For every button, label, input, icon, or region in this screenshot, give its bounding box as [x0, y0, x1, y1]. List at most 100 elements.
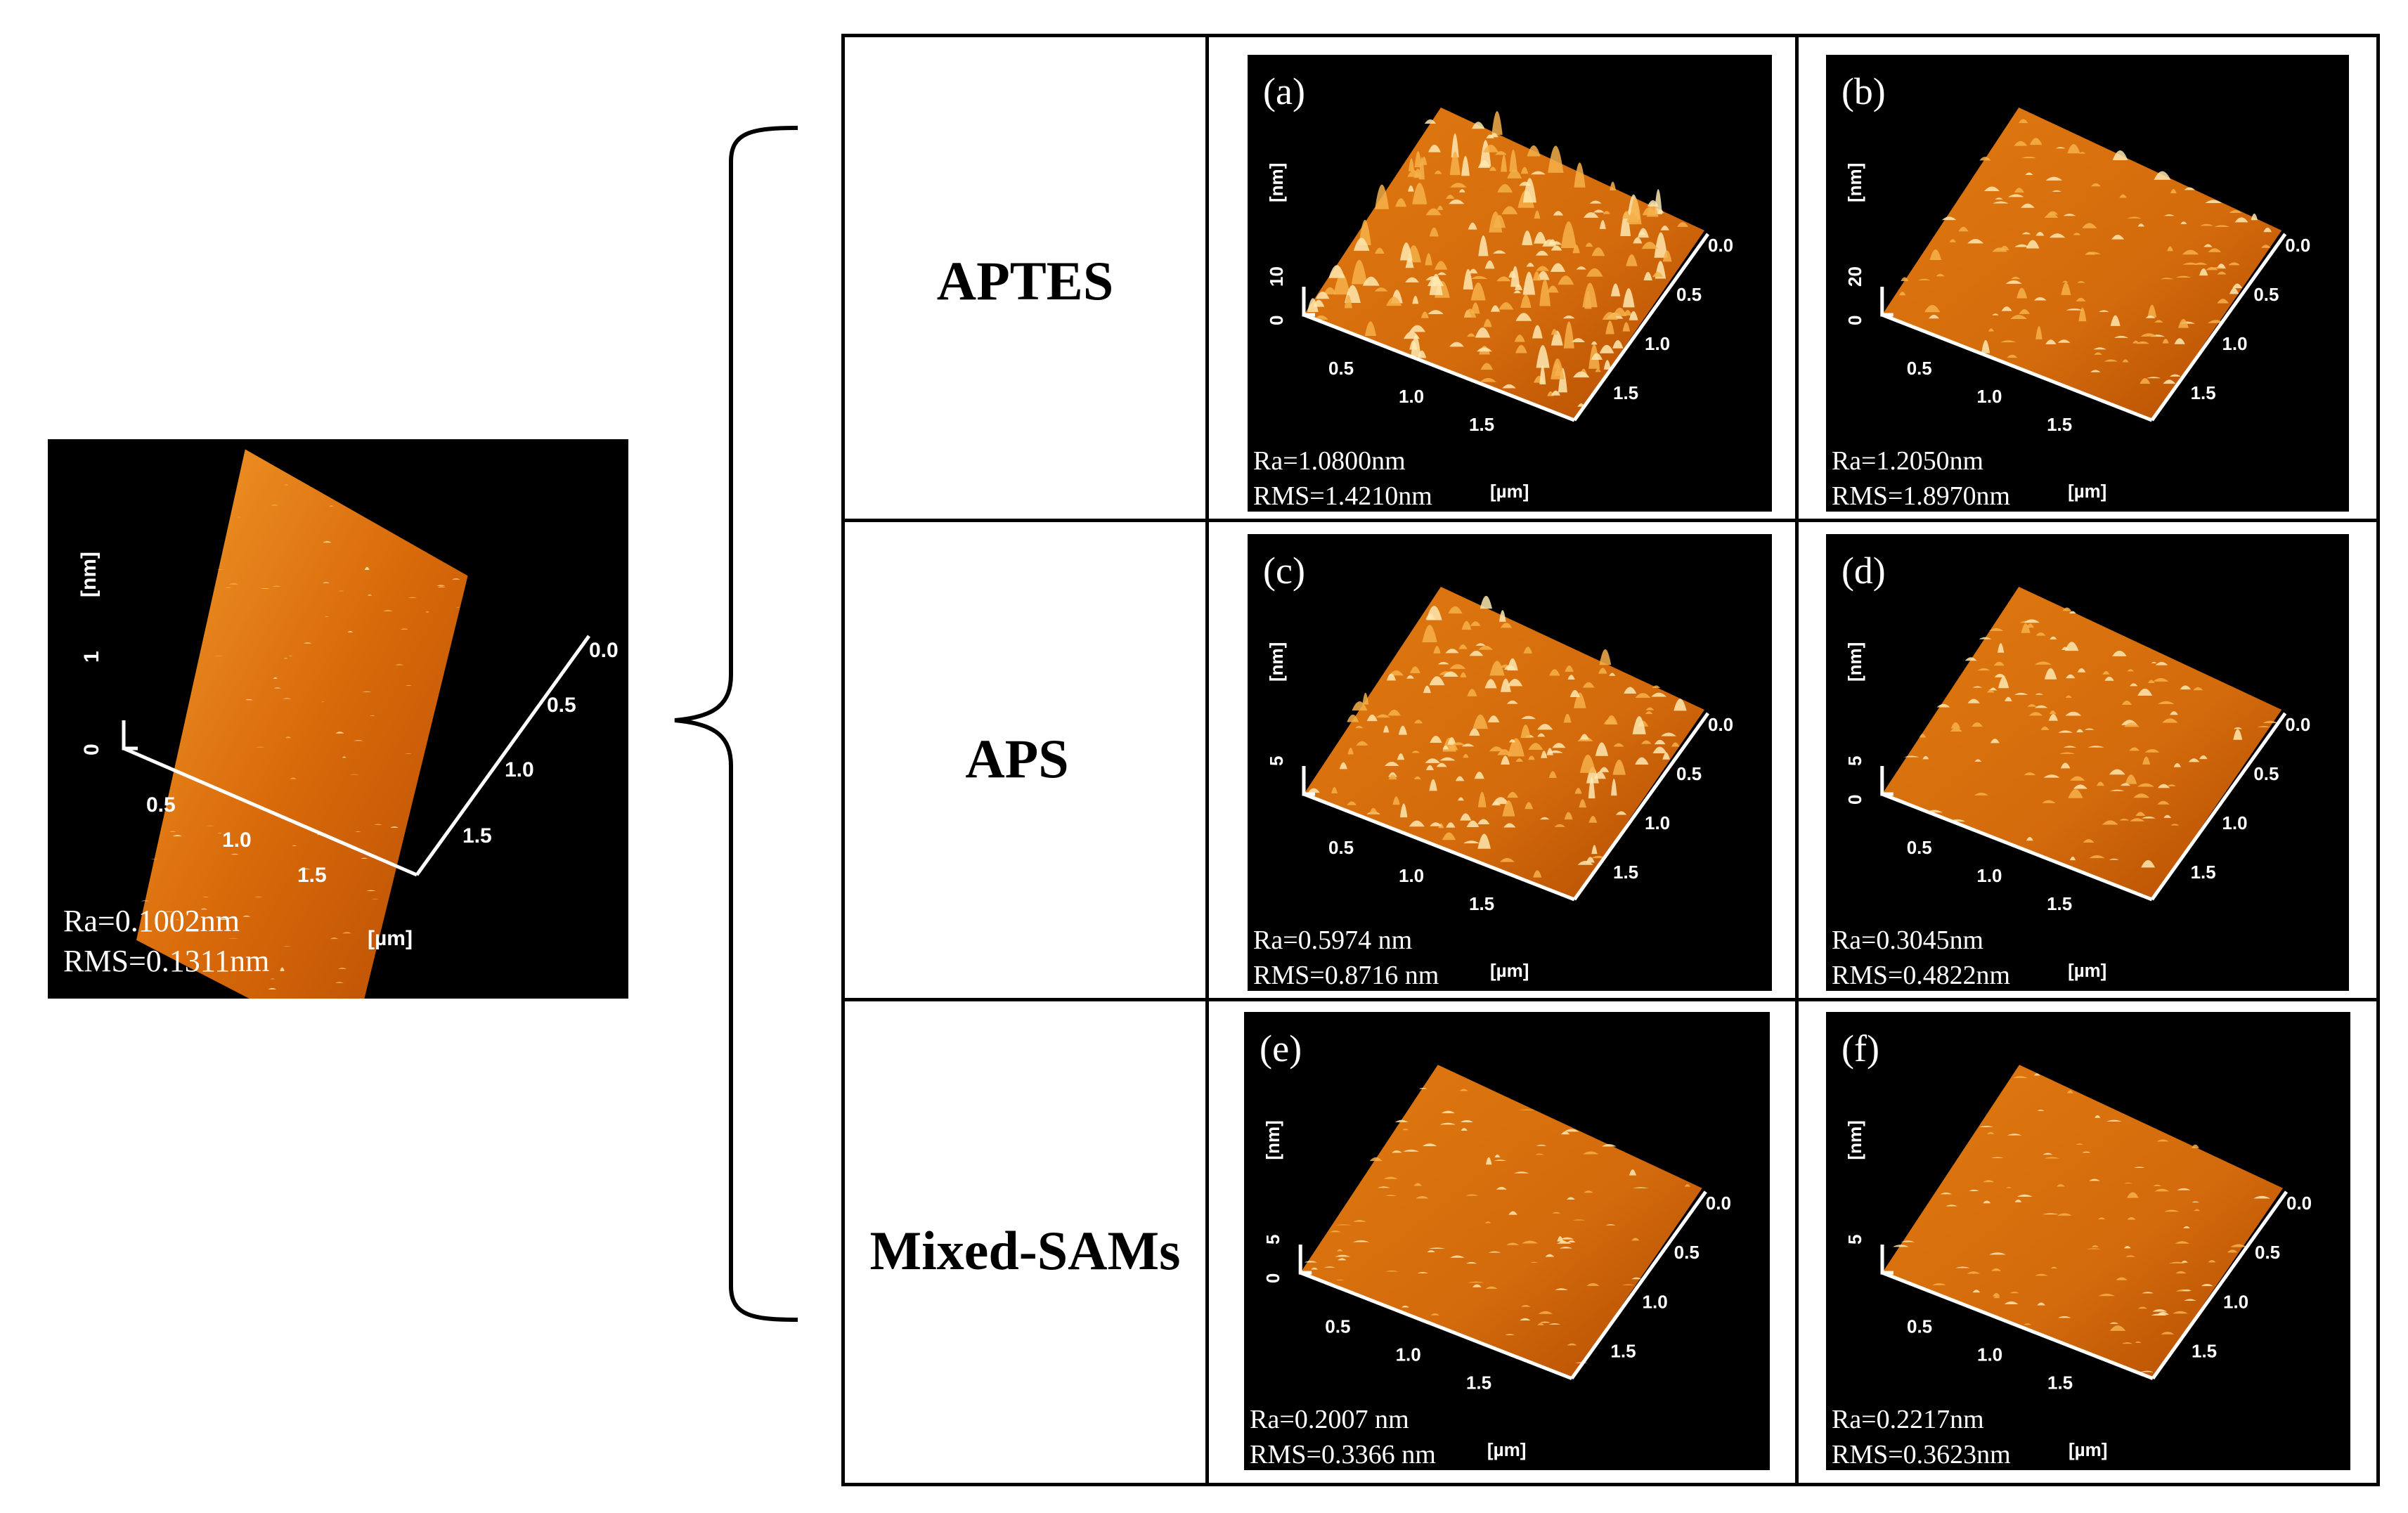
surface-peak	[2122, 1342, 2132, 1344]
table-border-left	[841, 34, 845, 1486]
surface-peak	[2192, 1144, 2199, 1148]
surface-peak	[329, 505, 334, 507]
surface-peak	[1496, 276, 1511, 282]
surface-peak	[1338, 1258, 1347, 1261]
surface-peak	[2014, 1200, 2022, 1202]
surface-peak	[2097, 1217, 2106, 1220]
surface-peak	[2233, 727, 2243, 729]
surface-peak	[1979, 1126, 1994, 1128]
y-tick: 1.0	[2222, 812, 2247, 833]
surface-peak	[1549, 669, 1560, 676]
y-axis-line	[1572, 712, 1710, 901]
surface-peak	[1474, 772, 1484, 779]
surface-peak	[1535, 250, 1549, 256]
surface-peak	[1988, 1252, 2006, 1255]
surface-peak	[1375, 714, 1390, 718]
y-tick: 0.0	[2286, 1193, 2312, 1214]
y-tick: 0.5	[1676, 763, 1702, 784]
surface-peak	[1599, 344, 1614, 353]
surface-peak	[1407, 170, 1421, 177]
surface-peak	[1582, 682, 1595, 688]
surface-peak	[1499, 857, 1515, 862]
surface-peak	[1498, 302, 1514, 310]
surface-peak	[330, 937, 339, 940]
surface-peak	[1446, 822, 1456, 828]
surface-peak	[1507, 658, 1518, 671]
surface-peak	[2086, 1248, 2102, 1249]
surface-peak	[1401, 1305, 1409, 1308]
surface-peak	[2098, 1293, 2116, 1297]
surface-peak	[2163, 214, 2175, 216]
surface-peak	[1610, 283, 1621, 297]
surface-peak	[1460, 672, 1467, 677]
x-tick: 1.0	[222, 829, 252, 852]
panel-letter: (c)	[1263, 550, 1305, 592]
surface-peak	[1642, 207, 1656, 216]
surface-peak	[2184, 187, 2195, 190]
surface-peak	[1442, 832, 1456, 840]
surface-peak	[1586, 857, 1595, 863]
surface-peak	[1901, 1240, 1915, 1242]
surface-peak	[1477, 833, 1491, 849]
surface-peak	[342, 932, 352, 934]
y-tick: 0.0	[1708, 714, 1733, 735]
surface-peak	[1599, 649, 1612, 665]
z-axis-line	[1880, 1245, 1894, 1275]
surface-peak	[2033, 1073, 2040, 1076]
surface-peak	[2089, 855, 2105, 859]
surface-peak	[1435, 261, 1448, 270]
surface-peak	[1662, 250, 1672, 262]
surface-peak	[1629, 197, 1642, 225]
surface-peak	[1399, 242, 1413, 261]
surface-peak	[2164, 1209, 2180, 1212]
z-tick: 0	[1844, 795, 1865, 805]
surface-peak	[1979, 637, 1992, 639]
surface-peak	[2073, 784, 2087, 789]
surface-peak	[2125, 1255, 2136, 1257]
surface-peak	[1654, 232, 1668, 258]
surface-peak	[1428, 144, 1441, 152]
surface-peak	[1539, 365, 1546, 385]
surface-peak	[2110, 789, 2125, 791]
surface-peak	[1383, 1176, 1398, 1179]
x-axis-line	[1303, 792, 1575, 902]
surface-peak	[1425, 758, 1440, 763]
y-tick: 1.5	[1613, 862, 1638, 883]
surface-peak	[2018, 119, 2028, 124]
surface-peak	[1561, 1131, 1570, 1135]
surface-peak	[1601, 1144, 1617, 1147]
surface-peak	[366, 890, 376, 892]
surface-peak	[1503, 823, 1516, 828]
y-axis-line	[415, 635, 591, 876]
surface-peak	[1437, 205, 1444, 210]
surface-peak	[1612, 340, 1624, 349]
surface-peak	[1430, 822, 1442, 826]
z-axis-line	[1298, 1245, 1312, 1275]
surface-peak	[1468, 1281, 1484, 1283]
surface-peak	[1477, 819, 1490, 824]
surface-peak	[2184, 1299, 2196, 1301]
surface-peak	[284, 484, 289, 486]
surface-peak	[2170, 824, 2180, 826]
afm-surface-plot: (f) [nm] 5 0.5 1.0 1.5 0.0 0.5 1.0 1.5 Ra=0.2217nm…	[1832, 1027, 2312, 1469]
panel-letter: (a)	[1263, 70, 1305, 112]
surface-peak	[1351, 259, 1368, 285]
xy-axis-unit: [µm]	[2068, 960, 2106, 981]
surface-peak	[2104, 359, 2118, 362]
surface-peak	[1515, 344, 1527, 353]
surface-peak	[1409, 820, 1425, 827]
surface-peak	[1583, 212, 1599, 218]
surface-peak	[1483, 144, 1498, 152]
surface-peak	[1562, 315, 1575, 319]
surface-peak	[1480, 377, 1496, 382]
z-axis-unit: [nm]	[1844, 163, 1865, 202]
surface-peak	[1564, 812, 1573, 820]
surface-peak	[2057, 339, 2071, 343]
surface-peak	[1631, 1277, 1642, 1280]
ra-value: Ra=0.2007 nm	[1250, 1405, 1409, 1434]
surface-peak	[1567, 1343, 1577, 1346]
surface-peak	[1632, 1187, 1649, 1188]
z-axis-unit: [nm]	[1844, 1120, 1865, 1160]
surface-peak	[1307, 788, 1320, 793]
surface-peak	[1434, 170, 1442, 174]
